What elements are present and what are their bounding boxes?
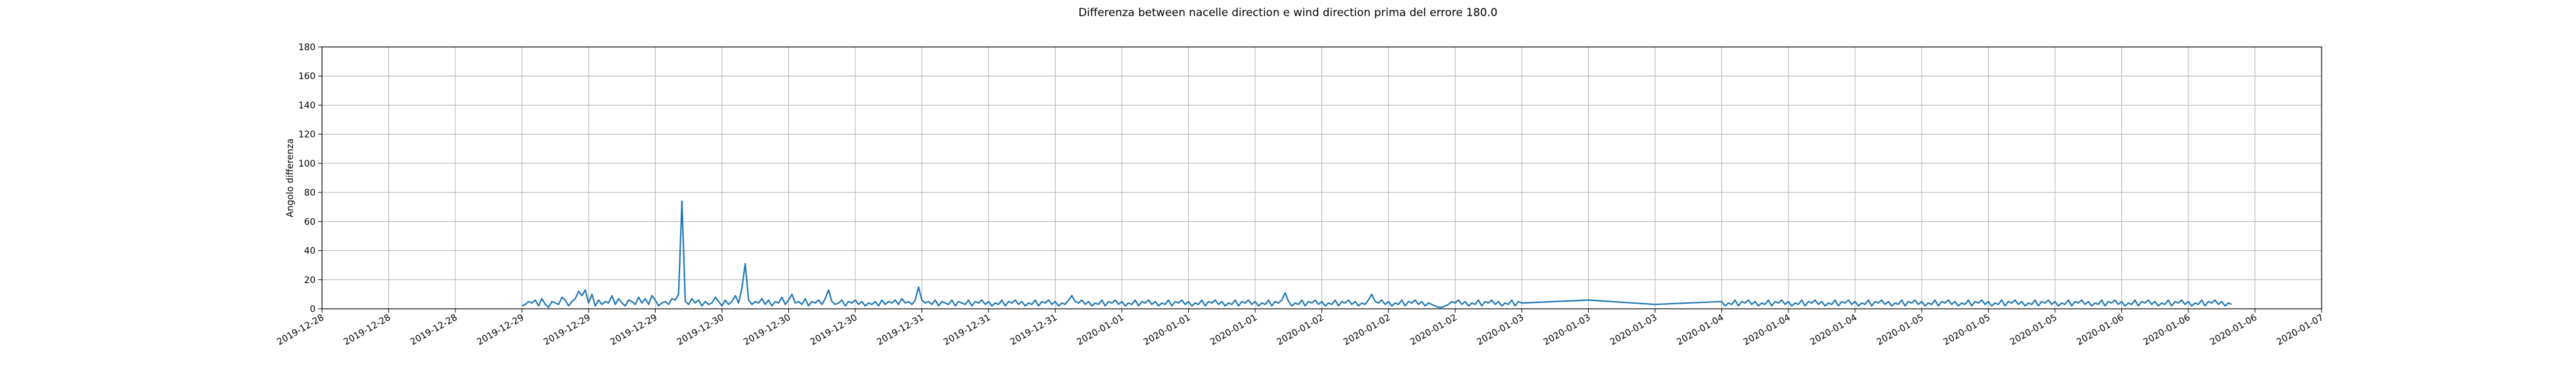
y-tick-label: 0 [310,304,316,315]
y-tick-label: 60 [304,217,316,227]
y-tick-label: 40 [304,246,316,257]
y-tick-label: 80 [304,188,316,198]
x-tick-label: 2019-12-30 [676,313,726,348]
x-tick-label: 2020-01-02 [1342,313,1392,348]
x-tick-label: 2020-01-04 [1742,313,1793,348]
x-tick-label: 2019-12-28 [276,313,326,348]
x-tick-label: 2020-01-05 [1875,313,1926,348]
x-tick-label: 2019-12-31 [1009,313,1059,348]
x-tick-label: 2019-12-30 [742,313,792,348]
x-tick-label: 2019-12-29 [475,313,526,348]
x-tick-label: 2020-01-07 [2275,313,2325,348]
x-tick-label: 2020-01-02 [1275,313,1325,348]
x-tick-label: 2020-01-04 [1675,313,1726,348]
y-axis-label: Angolo differenza [285,138,296,217]
x-tick-label: 2019-12-29 [542,313,592,348]
x-tick-label: 2019-12-31 [875,313,925,348]
x-tick-label: 2020-01-06 [2208,313,2259,348]
y-tick-label: 100 [298,159,316,169]
x-tick-label: 2019-12-30 [809,313,859,348]
x-tick-label: 2020-01-06 [2142,313,2193,348]
x-tick-label: 2019-12-28 [342,313,392,348]
data-layer [522,200,2232,308]
x-tick-label: 2019-12-28 [409,313,459,348]
y-tick-label: 160 [298,71,316,82]
series-line [522,200,2232,308]
x-tick-label: 2020-01-04 [1808,313,1859,348]
x-tick-label: 2020-01-03 [1542,313,1592,348]
grid [321,46,2322,309]
y-tick-label: 20 [304,275,316,286]
x-tick-label: 2020-01-03 [1609,313,1659,348]
x-tick-label: 2020-01-06 [2075,313,2126,348]
y-tick-label: 140 [298,100,316,111]
y-axis: 0 20 40 60 80 100 120 140 160 180 [298,42,322,315]
x-tick-label: 2020-01-01 [1142,313,1192,348]
y-tick-label: 180 [298,42,316,53]
x-tick-label: 2019-12-29 [609,313,659,348]
x-tick-label: 2020-01-01 [1075,313,1126,348]
x-tick-label: 2020-01-05 [2009,313,2059,348]
chart-title: Differenza between nacelle direction e w… [1078,6,1498,19]
x-tick-label: 2020-01-01 [1209,313,1259,348]
x-tick-label: 2019-12-31 [942,313,992,348]
x-tick-label: 2020-01-02 [1408,313,1459,348]
x-axis: 2019-12-28 2019-12-28 2019-12-28 2019-12-29… [276,309,2325,347]
y-tick-label: 120 [298,130,316,140]
x-tick-label: 2020-01-03 [1475,313,1526,348]
x-tick-label: 2020-01-05 [1942,313,1992,348]
